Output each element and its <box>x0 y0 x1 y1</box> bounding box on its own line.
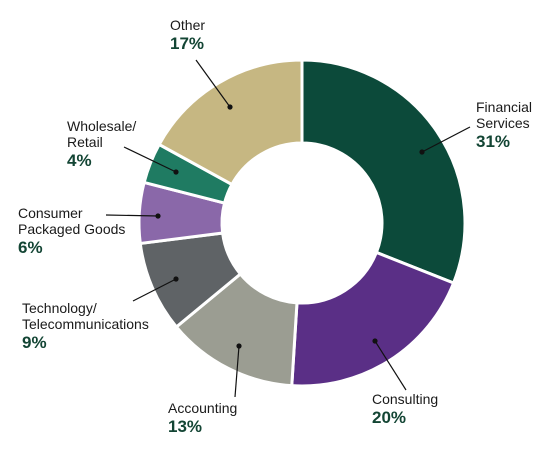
slice-label-other: Other <box>170 17 205 33</box>
slice-label-consulting: Consulting <box>372 391 438 407</box>
slice-percent-accounting: 13% <box>168 417 202 436</box>
slice-label-consumer-packaged-goods: Packaged Goods <box>18 221 125 237</box>
leader-line-financial-services <box>421 126 471 153</box>
leader-dot-accounting <box>236 343 242 349</box>
leader-dot-consumer-packaged-goods <box>155 213 161 219</box>
slice-label-financial-services: Financial <box>476 99 532 115</box>
leader-dot-technology-telecommunications <box>173 276 179 282</box>
slice-percent-consumer-packaged-goods: 6% <box>18 238 43 257</box>
slice-label-technology-telecommunications: Technology/ <box>22 300 97 316</box>
slice-percent-other: 17% <box>170 34 204 53</box>
slice-label-wholesale-retail: Wholesale/ <box>67 118 136 134</box>
leader-dot-other <box>227 104 233 110</box>
leader-line-accounting <box>234 345 240 398</box>
leader-line-wholesale-retail <box>123 146 177 173</box>
slice-percent-consulting: 20% <box>372 408 406 427</box>
donut-slice-other <box>157 58 304 187</box>
donut-slice-financial-services <box>300 58 467 285</box>
leader-dot-financial-services <box>419 149 425 155</box>
leader-line-technology-telecommunications <box>132 278 177 302</box>
leader-dot-wholesale-retail <box>173 169 179 175</box>
donut-slice-consulting <box>290 250 456 388</box>
leader-dot-consulting <box>372 338 378 344</box>
slice-label-consumer-packaged-goods: Consumer <box>18 205 83 221</box>
leader-line-consulting <box>374 340 407 391</box>
leader-line-other <box>195 59 231 108</box>
slice-label-wholesale-retail: Retail <box>67 134 103 150</box>
slice-percent-technology-telecommunications: 9% <box>22 333 47 352</box>
slice-label-accounting: Accounting <box>168 400 237 416</box>
slice-label-financial-services: Services <box>476 115 530 131</box>
slice-percent-financial-services: 31% <box>476 132 510 151</box>
slice-percent-wholesale-retail: 4% <box>67 151 92 170</box>
slice-label-technology-telecommunications: Telecommunications <box>22 316 149 332</box>
leader-line-consumer-packaged-goods <box>105 214 159 217</box>
